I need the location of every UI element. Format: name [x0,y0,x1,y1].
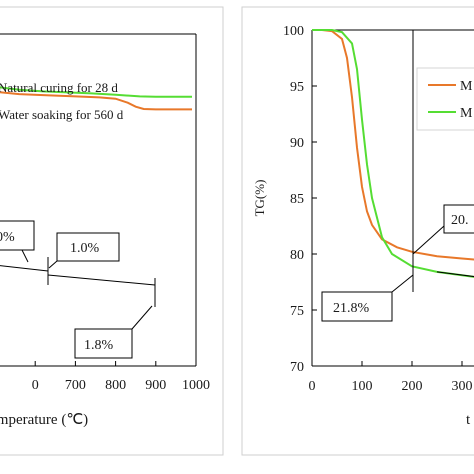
panel-a-series-1-line [0,86,192,98]
panel-a-x-tick-label-2: 800 [105,378,126,393]
panel-b-y-tick-label-6: 70 [290,360,304,375]
annotation-box-1-0pct [56,232,120,262]
panel-a-x-tick-label-3: 900 [145,378,166,393]
panel-b-y-tick-label-2: 90 [290,136,304,151]
panel-b-x-tick-label-1: 100 [352,379,373,394]
panel-a-legend-entry-2: Water soaking for 560 d [0,107,124,122]
panel-a-legend-entry-1: Natural curing for 28 d [0,80,118,95]
panel-a-frame [0,6,224,456]
tangent-line-a1 [0,265,49,272]
annotation-pointer-20 [412,225,445,255]
legend-label-green: M [460,106,473,121]
annotation-box-21-8pct [321,291,393,322]
panel-b-y-axis-label: TG(%) [252,180,267,217]
annotation-20: 20. [451,213,469,228]
panel-b-series-1-line [312,29,474,278]
panel-b-x-tick-label-2: 200 [402,379,423,394]
panel-b-legend: M M [416,67,474,131]
annotation-pointer-1-8pct [131,305,153,330]
annotation-21-8pct: 21.8% [333,301,370,316]
annotation-pointer-0pct [21,249,29,263]
panel-b-y-tick-label-1: 95 [290,80,304,95]
panel-a-x-tick-label-4: 1000 [182,378,210,393]
tangent-line-a2 [47,274,156,286]
annotation-1-0pct: 1.0% [70,241,100,256]
panel-b: 010020030040100959085807570 TG(%) t M M … [252,24,474,428]
annotation-pointer-1-0pct [48,260,58,269]
annotation-1-8pct: 1.8% [84,338,114,353]
panel-b-legend-box [416,67,474,131]
panel-b-y-tick-label-0: 100 [283,24,304,39]
panel-a-x-axis-label: Temperature (℃) [0,412,88,428]
panel-b-series-0-line [312,29,474,261]
panel-a-x-tick-label-0: 0 [32,378,39,393]
panel-a-series-0-line [0,91,192,111]
annotation-box-20 [443,204,474,234]
tangent-line-b [436,271,474,278]
panel-b-x-tick-label-3: 300 [452,379,473,394]
annotation-box-1-8pct [74,328,133,359]
annotation-pointer-21-8pct [391,274,414,293]
panel-a-x-tick-label-1: 700 [65,378,86,393]
legend-label-orange: M [460,79,473,94]
panel-b-y-tick-label-5: 75 [290,304,304,319]
panel-b-y-tick-label-3: 85 [290,192,304,207]
panel-b-x-tick-label-0: 0 [309,379,316,394]
panel-b-y-tick-label-4: 80 [290,248,304,263]
annotation-0pct: 0% [0,230,15,245]
panel-a: 0 700 800 900 1000 Natural curing for 28 d W… [0,33,210,428]
annotation-box-0pct [0,220,35,251]
panel-b-x-axis-label: t [466,412,471,428]
